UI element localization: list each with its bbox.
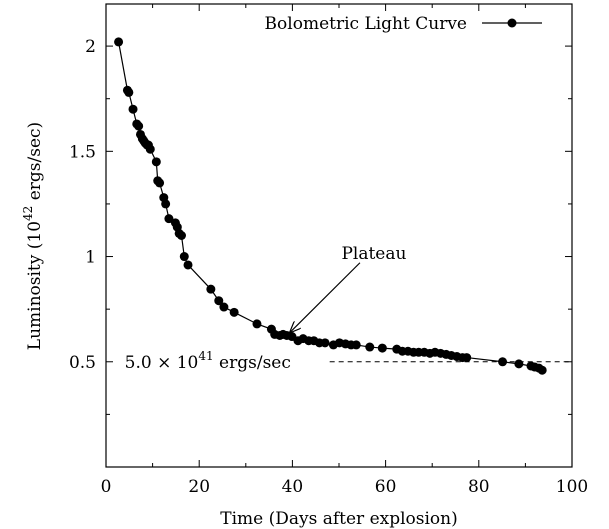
x-tick-label: 100 [556,477,588,497]
legend-label: Bolometric Light Curve [265,14,467,34]
reference-label-main: 5.0 × 10 [125,353,199,373]
x-tick-label: 60 [375,477,397,497]
x-tick-label: 20 [188,477,210,497]
data-point [462,353,472,363]
y-axis-title-exponent: 42 [21,206,35,221]
reference-label: 5.0 × 1041 ergs/sec [125,349,291,373]
y-tick-label: 2 [85,37,96,57]
data-point [164,214,174,224]
data-point [124,87,134,97]
x-tick-label: 80 [468,477,490,497]
data-point [365,342,375,352]
data-point [206,284,216,294]
plateau-arrow [290,262,361,333]
data-point [145,144,155,154]
data-point [128,104,138,114]
data-point [498,357,508,367]
y-axis-title-main: Luminosity (10 [25,221,45,350]
data-point [155,178,165,188]
data-point [377,343,387,353]
data-point [514,359,524,369]
y-tick-label: 0.5 [69,353,96,373]
plateau-label: Plateau [341,244,406,264]
data-point [219,302,229,312]
y-tick-label: 1 [85,248,96,268]
reference-label-unit: ergs/sec [214,353,291,373]
data-point [229,307,239,317]
x-tick-label: 40 [282,477,304,497]
data-point [179,252,189,262]
data-point [537,365,547,375]
x-axis-ticks: 0 20 40 60 80 100 [101,4,588,497]
data-point [134,121,144,131]
data-point [351,340,361,350]
data-point [176,231,186,240]
light-curve-line [117,41,543,371]
data-point [214,296,224,306]
data-point [161,199,171,209]
y-axis-ticks: 0.5 1 1.5 2 [69,37,572,415]
data-point [252,319,262,329]
data-point [183,260,193,270]
y-tick-label: 1.5 [69,142,96,162]
x-tick-label: 0 [101,477,112,497]
legend: Bolometric Light Curve [265,14,542,34]
data-point [114,37,124,47]
y-axis-title-unit: ergs/sec) [25,122,45,206]
x-axis-title: Time (Days after explosion) [220,509,458,529]
y-axis-title: Luminosity (1042 ergs/sec) [21,122,45,350]
reference-label-exponent: 41 [198,349,213,363]
legend-marker [507,18,517,28]
data-point [320,338,330,348]
data-point [151,157,161,167]
light-curve-points [114,37,547,375]
